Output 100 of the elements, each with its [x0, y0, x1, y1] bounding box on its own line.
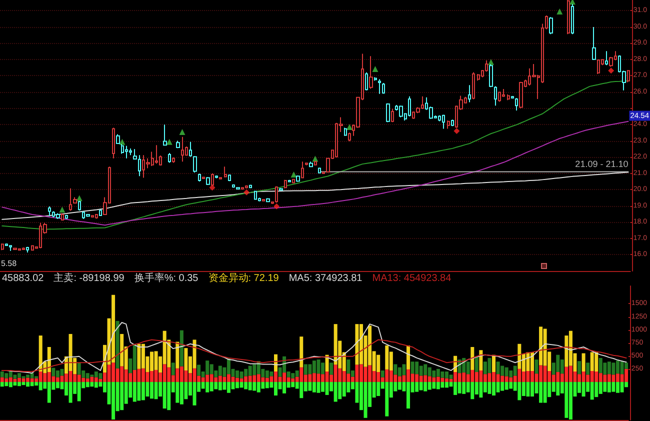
bar [582, 353, 586, 372]
bar [30, 378, 34, 382]
bar [8, 382, 12, 388]
bar [162, 364, 166, 382]
series-label: 21.09 - 21.10 [575, 159, 628, 170]
bar [568, 366, 572, 382]
bar [316, 360, 320, 374]
bar [385, 382, 389, 416]
bar [342, 382, 346, 397]
candlestick [442, 114, 445, 130]
bar [112, 382, 116, 420]
bar [564, 382, 568, 418]
bar [192, 382, 196, 406]
bar [252, 382, 256, 391]
bar [586, 362, 590, 375]
bar [248, 366, 252, 376]
candlestick [206, 176, 210, 186]
bar [180, 382, 184, 404]
bar [0, 372, 4, 378]
candlestick [567, 0, 570, 35]
bar [146, 382, 150, 397]
bar [479, 350, 483, 370]
bar [342, 370, 346, 382]
bar [346, 382, 350, 392]
bar [112, 362, 116, 382]
bar [312, 382, 316, 392]
bar [415, 374, 419, 382]
bar [4, 378, 8, 382]
bar [4, 373, 8, 378]
bar [52, 376, 56, 382]
bar [261, 377, 265, 382]
bar [291, 378, 295, 382]
bar [201, 377, 205, 382]
bar [56, 377, 60, 382]
bar [402, 364, 406, 376]
bar [398, 376, 402, 382]
bar [47, 372, 51, 382]
bar [432, 377, 436, 382]
bar [30, 382, 34, 386]
bar [316, 374, 320, 382]
bar [98, 373, 102, 379]
bar [496, 362, 500, 374]
bar [607, 362, 611, 374]
bar [86, 382, 90, 388]
bar [43, 373, 47, 382]
bar [197, 364, 201, 376]
bar [132, 370, 136, 382]
bar [470, 347, 474, 370]
bar [522, 382, 526, 396]
candlestick [95, 214, 98, 220]
bar [112, 294, 116, 363]
bar [410, 374, 414, 382]
bar [355, 364, 359, 382]
bar [488, 358, 492, 374]
bar [154, 382, 158, 400]
point [556, 8, 563, 15]
bar [0, 377, 4, 382]
bar [60, 376, 64, 382]
bar [180, 366, 184, 382]
candlestick [369, 56, 373, 90]
bar [154, 351, 158, 370]
bar [116, 320, 120, 368]
bar [376, 382, 380, 396]
bar [26, 374, 30, 378]
bar [394, 364, 398, 375]
candlestick [155, 144, 158, 164]
bar [419, 382, 423, 390]
bar [265, 370, 269, 378]
bar [556, 354, 560, 372]
bar [162, 382, 166, 409]
bar [252, 364, 256, 376]
bar [406, 345, 410, 370]
bar [539, 382, 543, 403]
bar [77, 362, 81, 375]
bar [424, 382, 428, 392]
bar [454, 382, 458, 395]
bar [483, 362, 487, 374]
candlestick [309, 161, 313, 168]
bar [244, 376, 248, 382]
bar [248, 376, 252, 382]
bar [432, 370, 436, 378]
bar [598, 382, 602, 394]
bar [338, 368, 342, 382]
candlestick [249, 184, 252, 188]
bar [201, 382, 205, 389]
bar [325, 382, 329, 395]
bar [68, 370, 72, 382]
bar [483, 374, 487, 382]
text: 45883.02 [2, 273, 44, 285]
bar [419, 366, 423, 376]
bar [137, 344, 141, 369]
bar [26, 382, 30, 387]
bar [325, 372, 329, 382]
bar [248, 382, 252, 390]
bar [52, 368, 56, 376]
bar [598, 358, 602, 374]
candlestick [386, 102, 390, 123]
bar [612, 374, 616, 382]
bar [474, 356, 478, 372]
candlestick [31, 244, 34, 251]
